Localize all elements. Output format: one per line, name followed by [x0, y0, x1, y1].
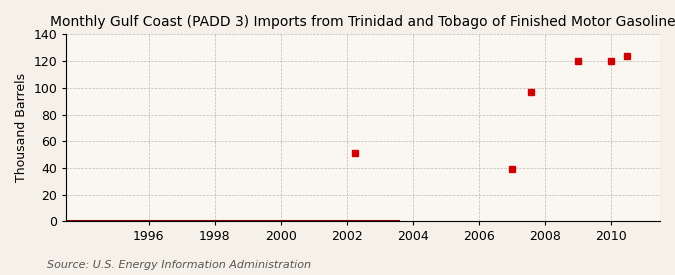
Text: Source: U.S. Energy Information Administration: Source: U.S. Energy Information Administ… — [47, 260, 311, 270]
Y-axis label: Thousand Barrels: Thousand Barrels — [15, 73, 28, 183]
Title: Monthly Gulf Coast (PADD 3) Imports from Trinidad and Tobago of Finished Motor G: Monthly Gulf Coast (PADD 3) Imports from… — [51, 15, 675, 29]
